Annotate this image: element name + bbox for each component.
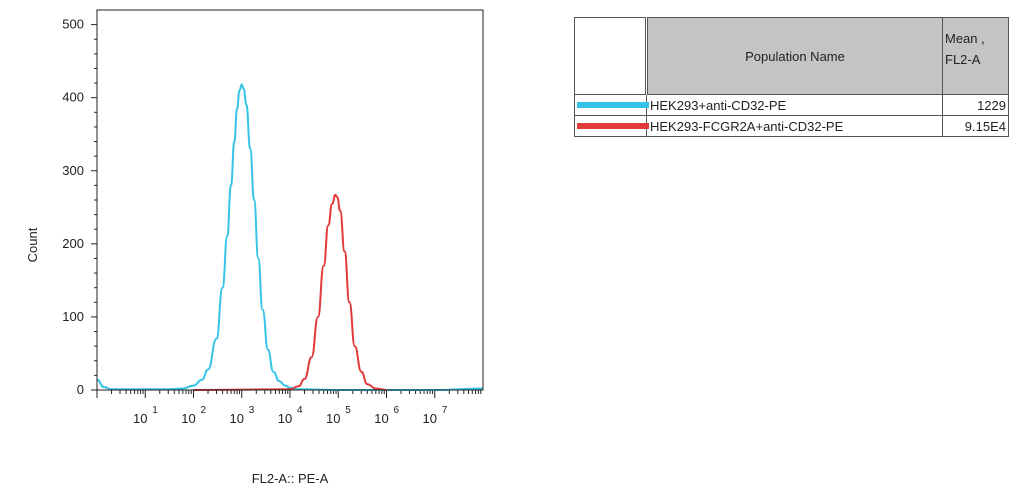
plot-frame	[96, 9, 484, 391]
population-mean: 1229	[942, 94, 1009, 116]
series-swatch-cell	[574, 94, 649, 116]
y-tick-label: 100	[62, 309, 84, 324]
swatch-header	[574, 17, 647, 95]
x-tick-exponent: 2	[201, 405, 207, 416]
x-tick-label: 10	[374, 411, 388, 426]
table-row: HEK293-FCGR2A+anti-CD32-PE 9.15E4	[574, 115, 1009, 137]
population-table: Population Name Mean , FL2-A HEK293+anti…	[574, 17, 1009, 137]
x-tick-exponent: 6	[394, 405, 400, 416]
y-axis-title: Count	[25, 227, 40, 262]
y-tick-label: 500	[62, 17, 84, 32]
x-tick-label: 10	[133, 411, 147, 426]
y-tick-label: 0	[77, 382, 84, 397]
cyan-series-swatch	[577, 102, 649, 108]
population-mean: 9.15E4	[942, 115, 1009, 137]
x-tick-label: 10	[230, 411, 244, 426]
y-tick-label: 300	[62, 163, 84, 178]
x-tick-exponent: 3	[249, 405, 255, 416]
x-tick-label: 10	[423, 411, 437, 426]
x-tick-exponent: 5	[345, 405, 351, 416]
series-swatch-cell	[574, 115, 649, 137]
y-tick-label: 400	[62, 90, 84, 105]
mean-header: Mean , FL2-A	[942, 17, 1009, 95]
x-tick-exponent: 7	[442, 405, 448, 416]
population-name: HEK293+anti-CD32-PE	[646, 94, 943, 116]
x-tick-exponent: 1	[152, 405, 158, 416]
red-series-swatch	[577, 123, 649, 129]
table-row: HEK293+anti-CD32-PE 1229	[574, 94, 1009, 116]
y-tick-label: 200	[62, 236, 84, 251]
histogram-series-cyan	[96, 83, 484, 392]
x-tick-label: 10	[278, 411, 292, 426]
population-name: HEK293-FCGR2A+anti-CD32-PE	[646, 115, 943, 137]
histogram-series-red	[193, 193, 387, 391]
x-tick-label: 10	[326, 411, 340, 426]
x-tick-exponent: 4	[297, 405, 303, 416]
x-axis-title: FL2-A:: PE-A	[252, 471, 329, 486]
population-name-header: Population Name	[645, 17, 943, 95]
x-tick-label: 10	[181, 411, 195, 426]
